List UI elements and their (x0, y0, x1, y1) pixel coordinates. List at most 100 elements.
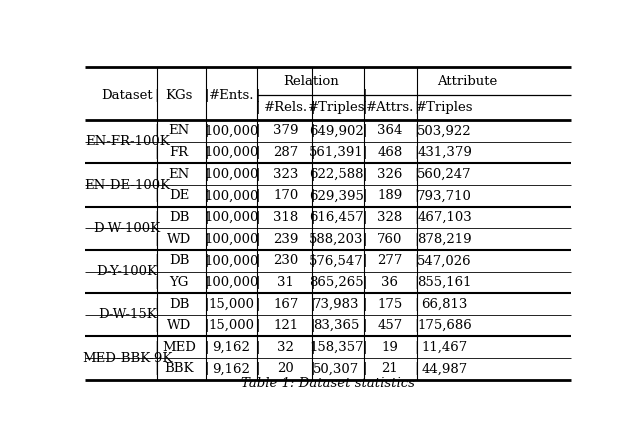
Text: #Rels.: #Rels. (264, 101, 308, 114)
Text: |: | (310, 254, 314, 267)
Text: 622,588: 622,588 (309, 168, 364, 181)
Text: |: | (255, 276, 259, 289)
Text: 73,983: 73,983 (313, 297, 360, 310)
Text: 20: 20 (278, 363, 294, 376)
Text: 576,547: 576,547 (309, 254, 364, 267)
Text: 167: 167 (273, 297, 298, 310)
Text: |: | (204, 211, 209, 224)
Text: |: | (310, 297, 314, 310)
Text: 431,379: 431,379 (417, 146, 472, 159)
Text: |: | (415, 363, 419, 376)
Text: |: | (415, 211, 419, 224)
Text: |: | (362, 363, 367, 376)
Text: |: | (204, 297, 209, 310)
Text: |: | (362, 319, 367, 332)
Text: FR: FR (170, 146, 189, 159)
Text: |: | (415, 276, 419, 289)
Text: |: | (415, 146, 419, 159)
Text: EN-FR-100K: EN-FR-100K (84, 135, 170, 148)
Text: 15,000: 15,000 (208, 297, 254, 310)
Text: EN-DE-100K: EN-DE-100K (84, 178, 170, 191)
Text: |: | (255, 254, 259, 267)
Text: 616,457: 616,457 (309, 211, 364, 224)
Text: |: | (255, 211, 259, 224)
Text: |: | (362, 297, 367, 310)
Text: 277: 277 (378, 254, 403, 267)
Text: |: | (310, 276, 314, 289)
Text: 239: 239 (273, 233, 298, 246)
Text: |: | (362, 89, 367, 102)
Text: 560,247: 560,247 (417, 168, 472, 181)
Text: |: | (155, 319, 159, 332)
Text: |: | (415, 297, 419, 310)
Text: Dataset: Dataset (101, 89, 153, 102)
Text: |: | (310, 363, 314, 376)
Text: EN: EN (168, 124, 190, 137)
Text: 11,467: 11,467 (421, 341, 468, 354)
Text: 318: 318 (273, 211, 298, 224)
Text: WD: WD (167, 233, 191, 246)
Text: |: | (204, 124, 209, 137)
Text: 100,000: 100,000 (204, 146, 259, 159)
Text: |: | (310, 124, 314, 137)
Text: |: | (255, 101, 259, 114)
Text: |: | (310, 190, 314, 202)
Text: |: | (362, 146, 367, 159)
Text: |: | (255, 168, 259, 181)
Text: 50,307: 50,307 (314, 363, 360, 376)
Text: |: | (255, 233, 259, 246)
Text: 100,000: 100,000 (204, 168, 259, 181)
Text: 547,026: 547,026 (417, 254, 472, 267)
Text: |: | (204, 233, 209, 246)
Text: 158,357: 158,357 (309, 341, 364, 354)
Text: 36: 36 (381, 276, 399, 289)
Text: 21: 21 (381, 363, 398, 376)
Text: |: | (415, 101, 419, 114)
Text: 467,103: 467,103 (417, 211, 472, 224)
Text: |: | (155, 254, 159, 267)
Text: 503,922: 503,922 (417, 124, 472, 137)
Text: |: | (310, 341, 314, 354)
Text: DE: DE (169, 190, 189, 202)
Text: 323: 323 (273, 168, 298, 181)
Text: |: | (255, 319, 259, 332)
Text: |: | (204, 168, 209, 181)
Text: #Triples: #Triples (416, 101, 474, 114)
Text: 855,161: 855,161 (417, 276, 472, 289)
Text: |: | (255, 146, 259, 159)
Text: 19: 19 (381, 341, 399, 354)
Text: |: | (155, 124, 159, 137)
Text: |: | (255, 363, 259, 376)
Text: 44,987: 44,987 (421, 363, 468, 376)
Text: 175: 175 (378, 297, 403, 310)
Text: 100,000: 100,000 (204, 254, 259, 267)
Text: WD: WD (167, 319, 191, 332)
Text: |: | (255, 124, 259, 137)
Text: 878,219: 878,219 (417, 233, 472, 246)
Text: |: | (362, 276, 367, 289)
Text: 9,162: 9,162 (212, 363, 250, 376)
Text: 100,000: 100,000 (204, 190, 259, 202)
Text: |: | (155, 297, 159, 310)
Text: 170: 170 (273, 190, 298, 202)
Text: |: | (155, 276, 159, 289)
Text: 100,000: 100,000 (204, 124, 259, 137)
Text: 66,813: 66,813 (421, 297, 468, 310)
Text: D-W-100K: D-W-100K (93, 222, 161, 235)
Text: Attribute: Attribute (436, 75, 497, 88)
Text: |: | (155, 146, 159, 159)
Text: |: | (204, 341, 209, 354)
Text: |: | (362, 254, 367, 267)
Text: DB: DB (169, 211, 189, 224)
Text: #Attrs.: #Attrs. (366, 101, 414, 114)
Text: #Ents.: #Ents. (209, 89, 254, 102)
Text: |: | (155, 168, 159, 181)
Text: |: | (204, 276, 209, 289)
Text: |: | (415, 254, 419, 267)
Text: 760: 760 (378, 233, 403, 246)
Text: |: | (204, 146, 209, 159)
Text: 468: 468 (378, 146, 403, 159)
Text: #Triples: #Triples (308, 101, 365, 114)
Text: EN: EN (168, 168, 190, 181)
Text: 100,000: 100,000 (204, 211, 259, 224)
